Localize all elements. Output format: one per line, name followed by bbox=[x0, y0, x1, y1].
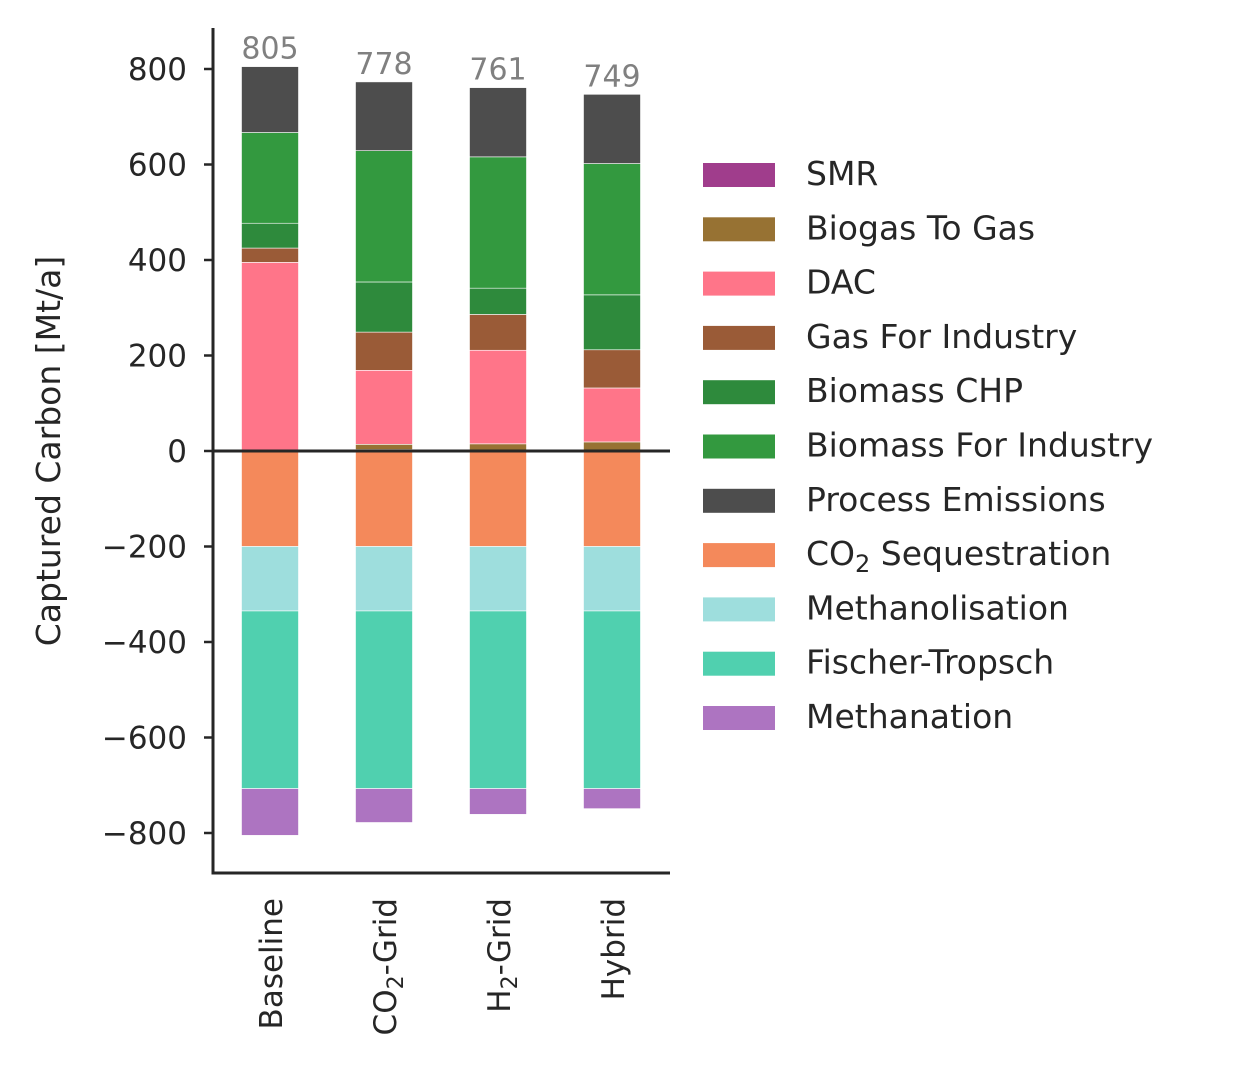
bar-segment-3-4 bbox=[469, 314, 527, 351]
y-tick-label: 400 bbox=[128, 243, 187, 279]
x-tick-label: H2-Grid bbox=[482, 898, 523, 1013]
y-tick-label: −800 bbox=[102, 816, 187, 852]
bar-segment-2-5 bbox=[355, 281, 413, 333]
bar-segment-1-11 bbox=[241, 788, 299, 836]
x-tick-label: CO2-Grid bbox=[368, 898, 409, 1035]
legend-label: Fischer-Tropsch bbox=[806, 643, 1054, 682]
total-labels: 805 778 761 749 bbox=[241, 32, 640, 95]
y-tick-label: −600 bbox=[102, 721, 187, 757]
bar-segment-3-11 bbox=[469, 788, 527, 815]
bar-segment-3-3 bbox=[469, 349, 527, 445]
bar-segment-1-7 bbox=[241, 66, 299, 133]
legend-label: Process Emissions bbox=[806, 480, 1106, 519]
bar-segment-4-3 bbox=[583, 387, 641, 443]
legend-label: Methanation bbox=[806, 697, 1013, 736]
bar-segment-4-8 bbox=[583, 450, 641, 547]
legend-label: DAC bbox=[806, 263, 876, 302]
bar-segment-2-10 bbox=[355, 610, 413, 789]
bar-segment-2-2 bbox=[355, 444, 413, 450]
bar-segment-3-9 bbox=[469, 546, 527, 612]
y-tick-label: −400 bbox=[102, 625, 187, 661]
total-label: 805 bbox=[241, 32, 298, 67]
bar-segment-1-3 bbox=[241, 262, 299, 451]
bar-segment-1-5 bbox=[241, 222, 299, 249]
bar-segment-4-5 bbox=[583, 294, 641, 351]
y-tick-label: 800 bbox=[128, 52, 187, 88]
bar-segment-1-6 bbox=[241, 132, 299, 224]
legend: SMR Biogas To Gas DAC Gas For Industry Bioma… bbox=[703, 154, 1153, 736]
total-label: 749 bbox=[583, 59, 640, 94]
legend-label: Biogas To Gas bbox=[806, 208, 1035, 247]
legend-swatch bbox=[703, 163, 775, 187]
bar-segment-2-9 bbox=[355, 546, 413, 612]
bar-segment-4-11 bbox=[583, 788, 641, 809]
total-label: 778 bbox=[355, 47, 412, 82]
bars-layer bbox=[241, 66, 641, 836]
y-axis-title: Captured Carbon [Mt/a] bbox=[29, 256, 68, 647]
legend-swatch bbox=[703, 380, 775, 405]
x-tick-label: Hybrid bbox=[596, 898, 632, 1000]
bar-segment-1-8 bbox=[241, 450, 299, 547]
y-tick-label: 600 bbox=[128, 148, 187, 184]
legend-swatch bbox=[703, 543, 775, 568]
bar-segment-1-10 bbox=[241, 610, 299, 789]
bar-segment-1-9 bbox=[241, 546, 299, 612]
y-tick-label: −200 bbox=[102, 530, 187, 566]
bar-segment-3-6 bbox=[469, 156, 527, 289]
bar-segment-2-11 bbox=[355, 788, 413, 823]
bar-segment-4-4 bbox=[583, 349, 641, 389]
legend-label: SMR bbox=[806, 154, 878, 193]
legend-swatch bbox=[703, 271, 775, 296]
legend-label: Biomass For Industry bbox=[806, 426, 1153, 465]
bar-segment-4-9 bbox=[583, 546, 641, 612]
total-label: 761 bbox=[469, 53, 526, 88]
bar-segment-2-8 bbox=[355, 450, 413, 547]
bar-segment-3-8 bbox=[469, 450, 527, 547]
legend-label: Gas For Industry bbox=[806, 317, 1077, 356]
bar-segment-4-6 bbox=[583, 163, 641, 296]
bar-segment-2-4 bbox=[355, 331, 413, 371]
x-ticks: Baseline CO2-Grid H2-Grid Hybrid bbox=[254, 898, 632, 1035]
bar-segment-3-10 bbox=[469, 610, 527, 789]
bar-segment-2-3 bbox=[355, 370, 413, 445]
y-tick-label: 0 bbox=[167, 434, 187, 470]
legend-swatch bbox=[703, 651, 775, 676]
legend-label: Methanolisation bbox=[806, 588, 1069, 627]
legend-label: CO2 Sequestration bbox=[806, 534, 1111, 578]
legend-swatch bbox=[703, 325, 775, 350]
legend-swatch bbox=[703, 434, 775, 459]
y-tick-label: 200 bbox=[128, 339, 187, 375]
legend-label: Biomass CHP bbox=[806, 371, 1023, 410]
bar-segment-3-5 bbox=[469, 287, 527, 315]
legend-swatch bbox=[703, 488, 775, 513]
bar-segment-2-7 bbox=[355, 81, 413, 151]
bar-segment-2-6 bbox=[355, 150, 413, 283]
legend-swatch bbox=[703, 706, 775, 730]
legend-swatch bbox=[703, 217, 775, 242]
bar-segment-1-4 bbox=[241, 247, 299, 263]
bar-segment-4-7 bbox=[583, 94, 641, 164]
legend-swatch bbox=[703, 597, 775, 622]
y-ticks: 800 600 400 200 0 −200 −400 −600 −800 bbox=[102, 52, 213, 852]
bar-segment-3-7 bbox=[469, 87, 527, 158]
bar-segment-4-10 bbox=[583, 610, 641, 789]
x-tick-label: Baseline bbox=[254, 898, 290, 1029]
